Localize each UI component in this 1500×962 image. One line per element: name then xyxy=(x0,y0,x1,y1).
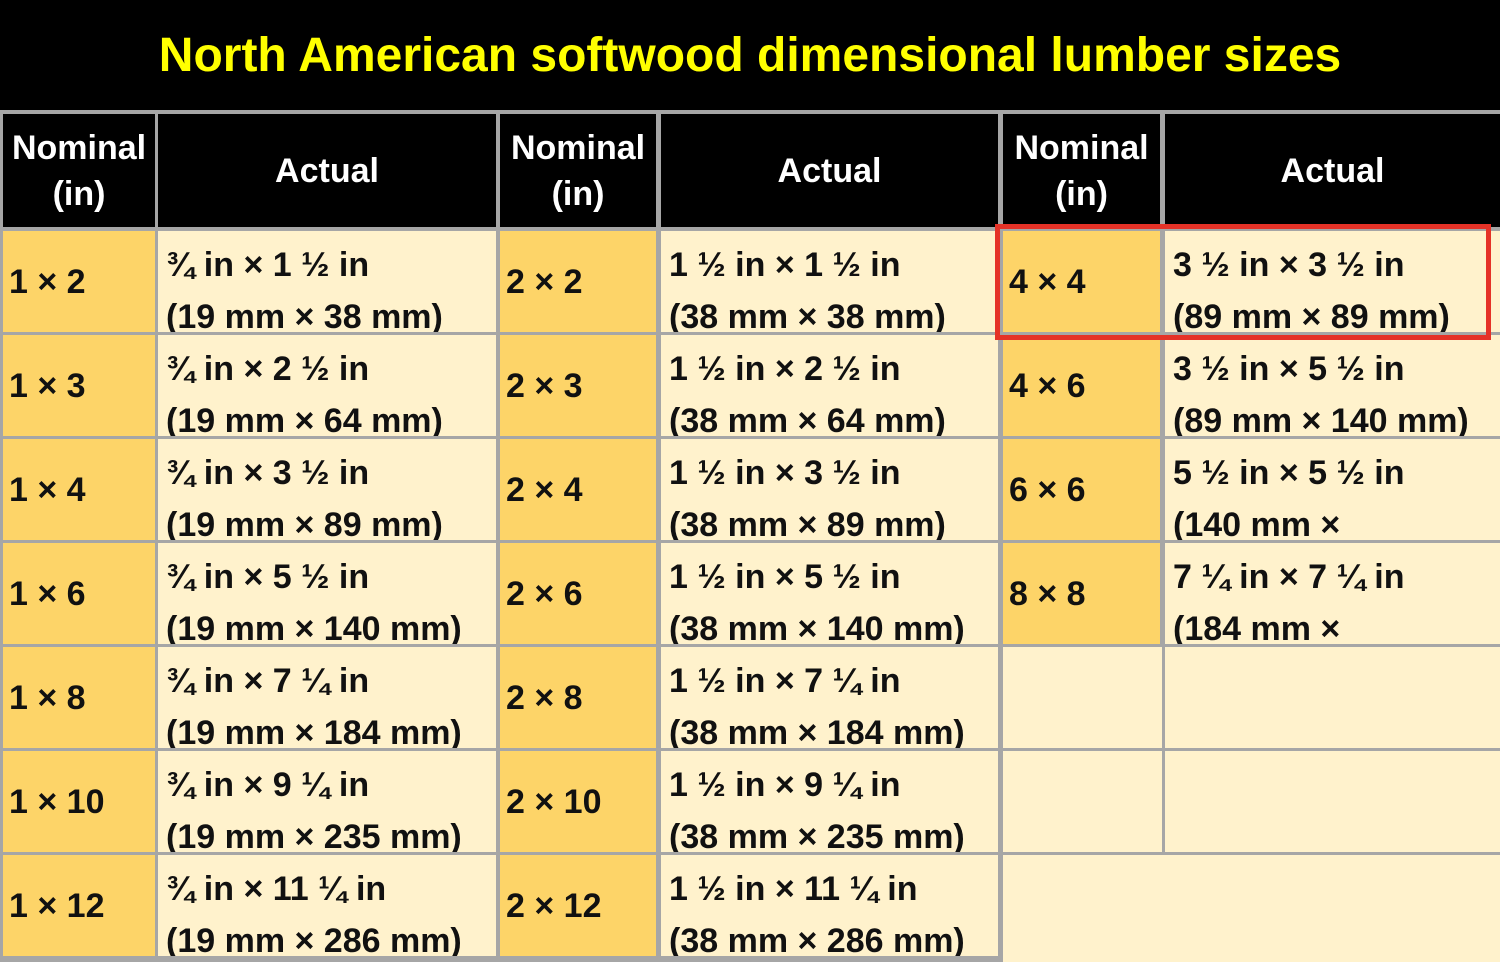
nominal-cell: 4 × 4 xyxy=(1003,231,1160,332)
actual-line: 1 ½ in × 7 ¼ in xyxy=(669,662,901,700)
actual-line: 5 ½ in × 5 ½ in xyxy=(1173,454,1405,492)
actual-line: (38 mm × 235 mm) xyxy=(669,818,965,852)
actual-line: (38 mm × 140 mm) xyxy=(669,610,965,644)
header-text: Nominal xyxy=(510,128,646,167)
actual-line: 1 ½ in × 1 ½ in xyxy=(669,246,901,284)
nominal-cell: 1 × 8 xyxy=(3,647,155,748)
actual-line: (38 mm × 89 mm) xyxy=(669,506,946,540)
actual-line: (38 mm × 184 mm) xyxy=(669,714,965,748)
actual-cell: ¾ in × 1 ½ in (19 mm × 38 mm) xyxy=(158,231,496,332)
title: North American softwood dimensional lumb… xyxy=(0,0,1500,110)
header-text: (in) xyxy=(52,174,106,213)
nominal-cell: 1 × 2 xyxy=(3,231,155,332)
actual-cell: 1 ½ in × 3 ½ in (38 mm × 89 mm) xyxy=(661,439,998,540)
nominal-cell: 8 × 8 xyxy=(1003,543,1160,644)
actual-line: 1 ½ in × 2 ½ in xyxy=(669,350,901,388)
empty-cell xyxy=(1003,647,1500,748)
actual-cell: 3 ½ in × 5 ½ in (89 mm × 140 mm) xyxy=(1165,335,1500,436)
header-text: (in) xyxy=(551,174,605,213)
header-text: Nominal xyxy=(11,128,147,167)
nominal-cell: 2 × 6 xyxy=(500,543,656,644)
actual-cell: 1 ½ in × 9 ¼ in (38 mm × 235 mm) xyxy=(661,751,998,852)
actual-line: 1 ½ in × 3 ½ in xyxy=(669,454,901,492)
header-cell: Nominal (in) xyxy=(500,114,656,227)
actual-line: ¾ in × 7 ¼ in xyxy=(166,662,370,700)
actual-cell: 5 ½ in × 5 ½ in (140 mm × xyxy=(1165,439,1500,540)
actual-cell: 1 ½ in × 11 ¼ in (38 mm × 286 mm) xyxy=(661,855,998,956)
actual-cell: 1 ½ in × 5 ½ in (38 mm × 140 mm) xyxy=(661,543,998,644)
cell-divider xyxy=(1162,647,1165,748)
header-cell: Nominal (in) xyxy=(3,114,155,227)
cell-divider xyxy=(1162,751,1165,852)
actual-line: (19 mm × 89 mm) xyxy=(166,506,443,540)
nominal-cell: 2 × 2 xyxy=(500,231,656,332)
actual-line: (19 mm × 286 mm) xyxy=(166,922,462,956)
actual-cell: ¾ in × 7 ¼ in (19 mm × 184 mm) xyxy=(158,647,496,748)
actual-cell: 3 ½ in × 3 ½ in (89 mm × 89 mm) xyxy=(1165,231,1500,332)
actual-line: (38 mm × 286 mm) xyxy=(669,922,965,956)
actual-line: (19 mm × 64 mm) xyxy=(166,402,443,436)
actual-line: 1 ½ in × 5 ½ in xyxy=(669,558,901,596)
actual-line: ¾ in × 3 ½ in xyxy=(166,454,370,492)
actual-line: (184 mm × xyxy=(1173,610,1341,644)
header-cell: Actual xyxy=(1165,114,1500,227)
nominal-cell: 2 × 3 xyxy=(500,335,656,436)
actual-line: 1 ½ in × 9 ¼ in xyxy=(669,766,901,804)
actual-line: 3 ½ in × 3 ½ in xyxy=(1173,246,1405,284)
nominal-cell: 2 × 4 xyxy=(500,439,656,540)
actual-line: 3 ½ in × 5 ½ in xyxy=(1173,350,1405,388)
actual-line: (19 mm × 235 mm) xyxy=(166,818,462,852)
actual-cell: 1 ½ in × 2 ½ in (38 mm × 64 mm) xyxy=(661,335,998,436)
actual-line: (19 mm × 140 mm) xyxy=(166,610,462,644)
actual-line: ¾ in × 1 ½ in xyxy=(166,246,370,284)
actual-cell: ¾ in × 11 ¼ in (19 mm × 286 mm) xyxy=(158,855,496,956)
actual-cell: ¾ in × 9 ¼ in (19 mm × 235 mm) xyxy=(158,751,496,852)
actual-line: ¾ in × 5 ½ in xyxy=(166,558,370,596)
actual-line: (19 mm × 38 mm) xyxy=(166,298,443,332)
actual-line: (89 mm × 140 mm) xyxy=(1173,402,1469,436)
header-text: Actual xyxy=(275,151,379,190)
header-text: Actual xyxy=(777,151,882,190)
header-cell: Actual xyxy=(158,114,496,227)
actual-cell: ¾ in × 3 ½ in (19 mm × 89 mm) xyxy=(158,439,496,540)
nominal-cell: 1 × 12 xyxy=(3,855,155,956)
actual-line: ¾ in × 9 ¼ in xyxy=(166,766,370,804)
nominal-cell: 1 × 6 xyxy=(3,543,155,644)
nominal-cell: 6 × 6 xyxy=(1003,439,1160,540)
actual-line: (89 mm × 89 mm) xyxy=(1173,298,1450,332)
header-text: (in) xyxy=(1055,174,1108,213)
header-cell: Actual xyxy=(661,114,998,227)
actual-cell: ¾ in × 2 ½ in (19 mm × 64 mm) xyxy=(158,335,496,436)
actual-line: (140 mm × xyxy=(1173,506,1341,540)
nominal-cell: 2 × 8 xyxy=(500,647,656,748)
highlight-box xyxy=(995,224,1491,340)
header-text: Nominal xyxy=(1014,128,1149,167)
actual-line: (38 mm × 38 mm) xyxy=(669,298,946,332)
actual-cell: 1 ½ in × 7 ¼ in (38 mm × 184 mm) xyxy=(661,647,998,748)
empty-cell xyxy=(1003,751,1500,852)
actual-line: (19 mm × 184 mm) xyxy=(166,714,462,748)
actual-line: 1 ½ in × 11 ¼ in xyxy=(669,870,918,908)
nominal-cell: 1 × 10 xyxy=(3,751,155,852)
nominal-cell: 2 × 12 xyxy=(500,855,656,956)
actual-line: ¾ in × 2 ½ in xyxy=(166,350,370,388)
empty-cell xyxy=(1003,855,1500,962)
actual-cell: ¾ in × 5 ½ in (19 mm × 140 mm) xyxy=(158,543,496,644)
actual-line: 7 ¼ in × 7 ¼ in xyxy=(1173,558,1405,596)
nominal-cell: 1 × 4 xyxy=(3,439,155,540)
nominal-cell: 1 × 3 xyxy=(3,335,155,436)
nominal-cell: 4 × 6 xyxy=(1003,335,1160,436)
actual-line: (38 mm × 64 mm) xyxy=(669,402,946,436)
actual-line: ¾ in × 11 ¼ in xyxy=(166,870,387,908)
actual-cell: 7 ¼ in × 7 ¼ in (184 mm × xyxy=(1165,543,1500,644)
header-cell: Nominal (in) xyxy=(1003,114,1160,227)
actual-cell: 1 ½ in × 1 ½ in (38 mm × 38 mm) xyxy=(661,231,998,332)
header-text: Actual xyxy=(1280,151,1385,190)
nominal-cell: 2 × 10 xyxy=(500,751,656,852)
